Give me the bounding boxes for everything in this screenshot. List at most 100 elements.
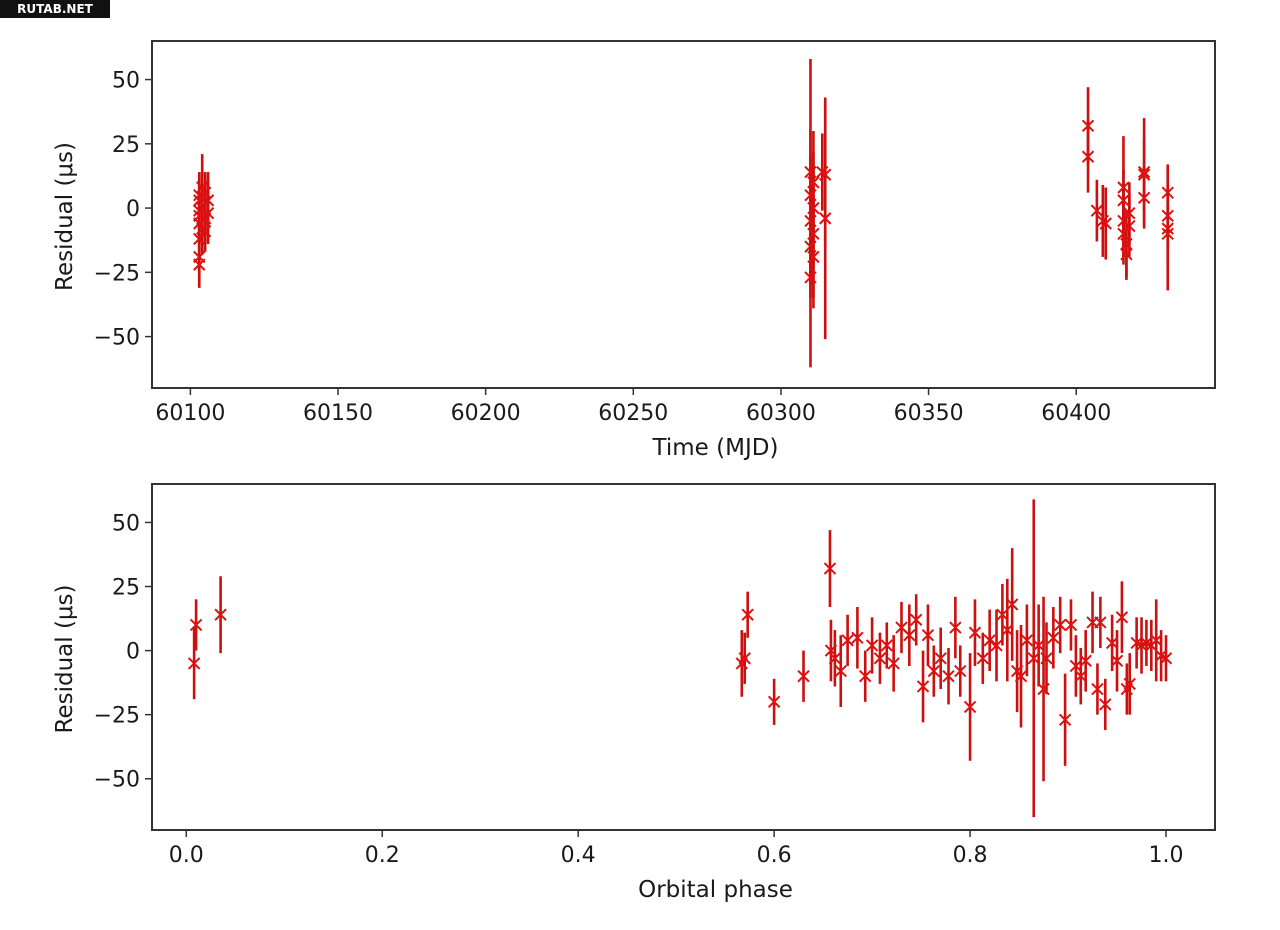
data-point-marker	[1032, 639, 1045, 652]
y-tick-label: −50	[94, 326, 140, 351]
data-point-marker	[1117, 181, 1130, 194]
data-point-marker	[1120, 248, 1133, 261]
data-point-marker	[865, 639, 879, 652]
data-point-marker	[1161, 222, 1174, 235]
x-tick-label: 60250	[598, 401, 668, 426]
data-point-marker	[887, 657, 900, 670]
data-point-marker	[824, 644, 838, 657]
data-point-marker	[841, 634, 854, 647]
x-ticks: 0.0 0.2 0.4 0.6 0.8 1.0	[169, 830, 1184, 868]
data-point-marker	[1027, 652, 1040, 665]
data-point-marker	[1115, 611, 1129, 624]
time-residual-panel: 60100 60150 60200 60250 60300 60350 60400 −50−…	[52, 40, 1216, 461]
data-point-marker	[807, 227, 820, 240]
data-point-marker	[1091, 682, 1104, 696]
data-point-marker	[804, 214, 817, 228]
data-point-marker	[804, 165, 817, 179]
data-point-marker	[1161, 209, 1174, 222]
data-point-marker	[193, 258, 206, 271]
x-tick-label: 60400	[1041, 401, 1111, 426]
data-point-marker	[996, 608, 1009, 621]
data-point-marker	[807, 250, 820, 264]
data-point-marker	[1110, 654, 1124, 668]
y-tick-label: −25	[94, 261, 140, 286]
plot-frame	[151, 40, 1216, 389]
x-tick-label: 60300	[746, 401, 816, 426]
data-point-marker	[1137, 165, 1151, 179]
data-point-marker	[1001, 623, 1014, 637]
data-point-marker	[1005, 598, 1019, 611]
data-point-marker	[187, 657, 201, 670]
data-point-marker	[1161, 186, 1174, 199]
data-point-marker	[990, 639, 1003, 652]
x-tick-label: 0.2	[365, 843, 400, 868]
x-tick-label: 1.0	[1149, 843, 1184, 868]
data-point-marker	[823, 562, 837, 575]
data-point-marker	[1037, 682, 1050, 696]
marker-group	[187, 562, 1173, 727]
data-point-marker	[1020, 634, 1034, 647]
data-point-marker	[880, 639, 894, 652]
phase-residual-panel: 0.0 0.2 0.4 0.6 0.8 1.0 −50 −25 0 25 50 Orbital p…	[52, 483, 1216, 903]
plot-frame	[151, 483, 1216, 831]
data-point-marker	[819, 168, 832, 181]
data-point-marker	[916, 680, 930, 693]
data-point-marker	[1105, 636, 1119, 650]
x-tick-label: 0.8	[953, 843, 988, 868]
data-point-marker	[189, 618, 203, 632]
data-point-marker	[767, 695, 781, 709]
marker-group	[193, 119, 1174, 284]
data-point-marker	[1137, 191, 1151, 205]
data-point-marker	[963, 700, 977, 714]
data-point-marker	[1099, 698, 1112, 711]
data-point-marker	[214, 608, 227, 621]
data-point-marker	[1161, 227, 1174, 240]
x-tick-label: 0.0	[169, 843, 204, 868]
data-point-marker	[193, 232, 206, 246]
data-point-marker	[1053, 618, 1067, 632]
data-point-marker	[834, 664, 847, 678]
y-tick-label: 25	[112, 133, 140, 158]
data-point-marker	[983, 634, 996, 647]
data-point-marker	[942, 670, 955, 683]
data-point-marker	[198, 224, 212, 238]
x-tick-label: 60150	[303, 401, 373, 426]
x-axis-label: Time (MJD)	[652, 435, 779, 461]
y-tick-label: 25	[112, 576, 140, 601]
data-point-marker	[859, 670, 872, 683]
x-ticks: 60100 60150 60200 60250 60300 60350 60400	[155, 388, 1111, 426]
data-point-marker	[741, 608, 754, 621]
data-point-marker	[201, 194, 215, 207]
data-point-marker	[968, 626, 982, 639]
data-point-marker	[1047, 631, 1060, 644]
data-point-marker	[804, 271, 817, 284]
data-point-marker	[804, 240, 817, 253]
data-point-marker	[903, 629, 916, 642]
data-point-marker	[193, 194, 206, 207]
data-point-marker	[1090, 204, 1104, 217]
data-point-marker	[1123, 677, 1136, 691]
errorbar-group	[192, 499, 1168, 818]
data-point-marker	[949, 621, 962, 634]
x-tick-label: 60100	[155, 401, 225, 426]
data-point-marker	[1040, 652, 1053, 665]
errorbar-group	[197, 58, 1170, 368]
y-tick-label: 0	[126, 197, 140, 222]
data-point-marker	[1079, 654, 1092, 668]
y-axis-label: Residual (μs)	[52, 142, 78, 291]
data-point-marker	[1099, 217, 1112, 230]
data-point-marker	[807, 176, 820, 189]
watermark-logo: RUTAB.NET	[0, 0, 110, 18]
y-ticks: −50 −25 0 25 50	[94, 69, 152, 351]
data-point-marker	[1120, 237, 1133, 251]
x-tick-label: 60350	[894, 401, 964, 426]
y-tick-label: −25	[94, 704, 140, 729]
data-point-marker	[1117, 194, 1130, 207]
data-point-marker	[797, 670, 810, 683]
y-tick-label: 50	[112, 69, 140, 94]
y-ticks: −50 −25 0 25 50	[94, 511, 152, 793]
data-point-marker	[954, 664, 967, 678]
data-point-marker	[873, 652, 887, 665]
x-axis-label: Orbital phase	[638, 877, 793, 903]
